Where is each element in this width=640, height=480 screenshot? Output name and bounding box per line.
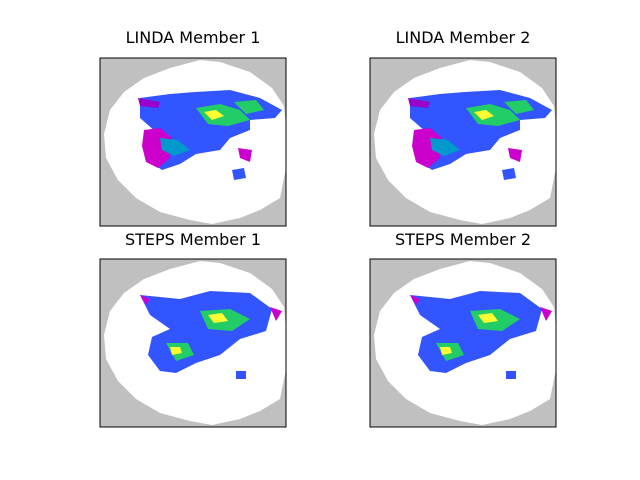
panel-title: LINDA Member 2 <box>396 28 531 47</box>
panel-title: STEPS Member 2 <box>395 230 531 249</box>
panel-title: LINDA Member 1 <box>126 28 261 47</box>
panel-frame <box>99 258 287 428</box>
radar-image <box>370 259 556 427</box>
radar-image <box>370 58 556 226</box>
radar-image <box>100 259 286 427</box>
panel-frame <box>369 57 557 227</box>
panel-title: STEPS Member 1 <box>125 230 261 249</box>
radar-image <box>100 58 286 226</box>
panel-frame <box>99 57 287 227</box>
panel-frame <box>369 258 557 428</box>
